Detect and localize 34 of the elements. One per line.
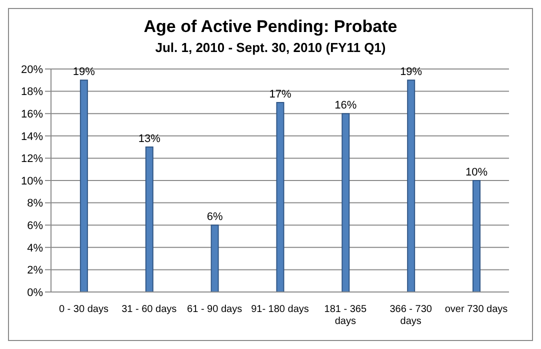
x-tick-label: 31 - 60 days xyxy=(122,304,177,315)
data-label: 16% xyxy=(334,100,357,112)
x-tick-label: 181 - 365 days xyxy=(324,304,367,327)
data-label: 10% xyxy=(466,166,488,178)
bar xyxy=(407,80,416,292)
data-label: 13% xyxy=(138,133,161,146)
x-tick-label: over 730 days xyxy=(444,304,508,315)
y-tick-label: 20% xyxy=(20,64,44,76)
y-tick-label: 14% xyxy=(20,130,44,143)
y-tick-label: 6% xyxy=(27,220,44,232)
y-tick-label: 16% xyxy=(20,108,44,121)
bar xyxy=(472,180,481,292)
bar xyxy=(342,113,350,292)
bar xyxy=(276,102,284,292)
data-label: 19% xyxy=(400,66,422,78)
y-tick-label: 0% xyxy=(27,286,44,299)
chart-subtitle: Jul. 1, 2010 - Sept. 30, 2010 (FY11 Q1) xyxy=(154,40,387,55)
y-tick-label: 4% xyxy=(27,242,44,254)
x-tick-label: 0 - 30 days xyxy=(58,304,108,315)
bar xyxy=(210,224,219,292)
y-tick-label: 18% xyxy=(20,86,44,98)
x-tick-label: 61 - 90 days xyxy=(187,304,242,315)
chart-title: Age of Active Pending: Probate xyxy=(142,17,398,37)
y-tick-label: 2% xyxy=(27,264,44,277)
bar xyxy=(80,80,88,292)
x-tick-label: 366 - 730 days xyxy=(390,304,432,327)
data-label: 17% xyxy=(269,88,292,100)
y-tick-label: 10% xyxy=(20,175,44,188)
x-tick-label: 91- 180 days xyxy=(251,304,309,315)
data-label: 19% xyxy=(72,66,96,78)
bar xyxy=(145,146,154,292)
y-tick-label: 12% xyxy=(20,153,44,166)
y-tick-label: 8% xyxy=(27,198,44,210)
data-label: 6% xyxy=(206,211,223,224)
